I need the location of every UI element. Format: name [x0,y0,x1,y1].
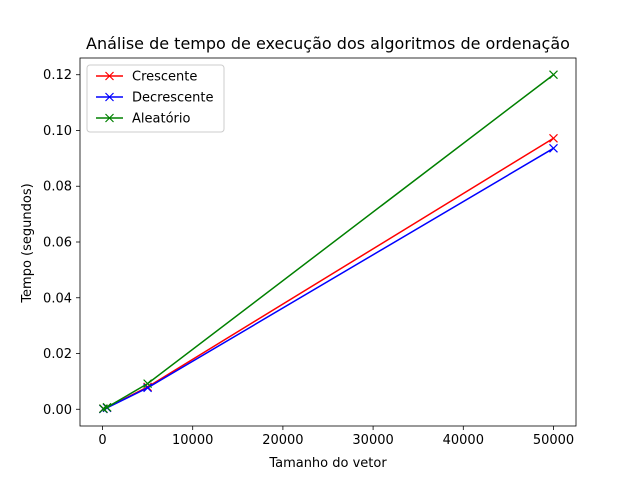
x-axis-label: Tamanho do vetor [268,456,387,471]
y-tick-label: 0.06 [43,236,72,251]
legend-marker-decrescente [105,92,114,102]
y-tick-label: 0.04 [43,291,72,306]
data-point-aleatorio [143,379,153,389]
y-axis-label: Tempo (segundos) [20,183,35,303]
y-tick-label: 0.10 [43,124,72,139]
series-line-aleatorio [103,74,554,410]
x-tick-label: 20000 [262,433,303,448]
y-tick-label: 0.08 [43,180,72,195]
legend-marker-aleatorio [105,113,114,123]
x-tick-label: 10000 [172,433,213,448]
y-tick-label: 0.12 [43,68,72,83]
chart-title: Análise de tempo de execução dos algorit… [86,34,570,53]
data-point-decrescente [549,143,558,153]
legend-label-crescente: Crescente [132,70,197,85]
data-point-crescente [549,133,558,143]
x-tick-label: 50000 [533,433,574,448]
data-point-aleatorio [102,402,112,412]
y-tick-label: 0.02 [43,347,72,362]
plot-area: 0 10000 20000 30000 40000 50000 0.00 0.02 0.04 0.… [43,57,577,448]
x-tick-label: 40000 [443,433,484,448]
x-tick-label: 0 [98,433,106,448]
legend-marker-crescente [105,71,114,81]
legend-label-decrescente: Decrescente [132,91,213,106]
legend-label-aleatorio: Aleatório [132,112,190,127]
x-tick-label: 30000 [352,433,393,448]
legend-box [86,64,225,133]
data-point-aleatorio [549,70,558,80]
y-tick-label: 0.00 [43,403,72,418]
